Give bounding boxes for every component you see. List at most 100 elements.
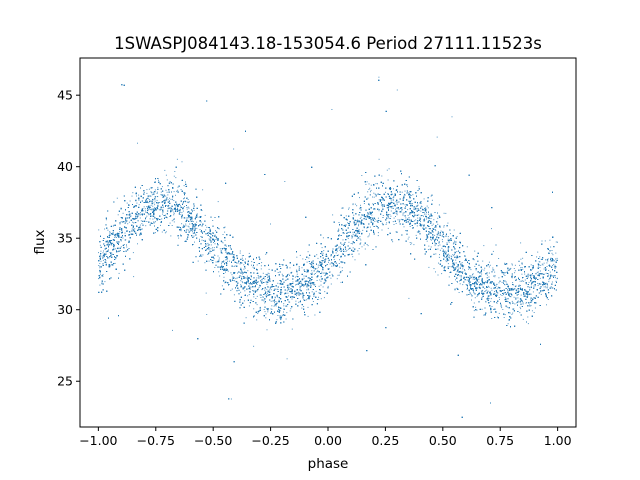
data-point [173,208,175,210]
data-point [423,215,424,217]
data-point [305,259,307,260]
data-point [288,295,290,297]
data-point [468,262,470,264]
data-point [420,225,422,227]
data-point [219,275,221,277]
data-point [167,208,169,210]
data-point [424,213,425,215]
data-point [266,293,268,295]
data-point [207,232,209,233]
data-point [117,242,119,244]
data-point [500,303,502,305]
data-point [201,239,203,241]
data-point [311,272,313,274]
data-point [505,297,507,299]
data-point [286,290,288,292]
data-point [307,277,309,279]
data-point [191,209,193,211]
data-point [348,248,350,250]
data-point [162,213,164,215]
data-point [341,243,343,245]
data-point [172,199,173,201]
data-point [111,252,113,254]
data-point [150,208,152,210]
data-point [270,308,272,310]
data-point [534,279,536,280]
data-point [364,248,366,250]
data-point [353,222,355,224]
data-point [451,116,453,118]
data-point [358,225,359,227]
data-point [388,222,390,224]
data-point [268,289,270,291]
data-point [539,270,541,272]
data-point [172,329,173,331]
data-point [319,262,321,264]
data-point [353,235,355,237]
data-point [481,268,483,270]
data-point [352,256,354,258]
data-point [225,244,227,246]
data-point [399,220,401,222]
data-point [540,293,542,295]
data-point [348,208,349,210]
data-point [104,281,106,283]
data-point [144,208,146,210]
data-point [228,260,230,262]
data-point [262,296,264,298]
data-point [126,220,128,222]
data-point [294,291,296,293]
data-point [458,292,460,293]
data-point [378,76,380,78]
data-point [367,245,369,247]
data-point [387,227,389,229]
data-point [201,225,203,226]
data-point [314,284,316,286]
data-point [452,265,454,267]
data-point [104,228,106,230]
data-point [324,291,326,293]
data-point [303,306,305,307]
data-point [476,295,478,297]
data-point [313,283,315,285]
data-point [190,213,192,215]
data-point [177,189,179,191]
data-point [298,266,300,268]
data-point [257,281,259,283]
data-point [113,224,115,226]
data-point [437,245,439,247]
data-point [531,281,533,283]
data-point [327,264,328,265]
data-point [256,264,258,266]
data-point [240,267,242,269]
data-point [392,221,394,223]
data-point [129,216,131,218]
data-point [488,272,490,274]
data-point [420,201,421,203]
data-point [540,264,542,266]
data-point [258,276,260,278]
data-point [503,293,505,295]
data-point [501,281,503,283]
data-point [527,274,529,276]
data-point [338,274,340,276]
data-point [396,203,398,205]
data-point [197,260,199,262]
data-point [248,283,250,284]
data-point [337,254,339,256]
data-point [495,294,497,296]
data-point [267,277,269,279]
data-point [437,217,439,219]
data-point [543,262,545,264]
data-point [175,205,176,207]
data-point [241,271,243,273]
data-point [426,212,427,213]
data-point [354,222,356,224]
data-point [514,303,516,305]
data-point [138,214,140,216]
data-point [455,267,457,269]
data-point [179,208,181,210]
data-point [318,285,320,287]
data-point [215,230,216,232]
data-point [438,262,439,264]
